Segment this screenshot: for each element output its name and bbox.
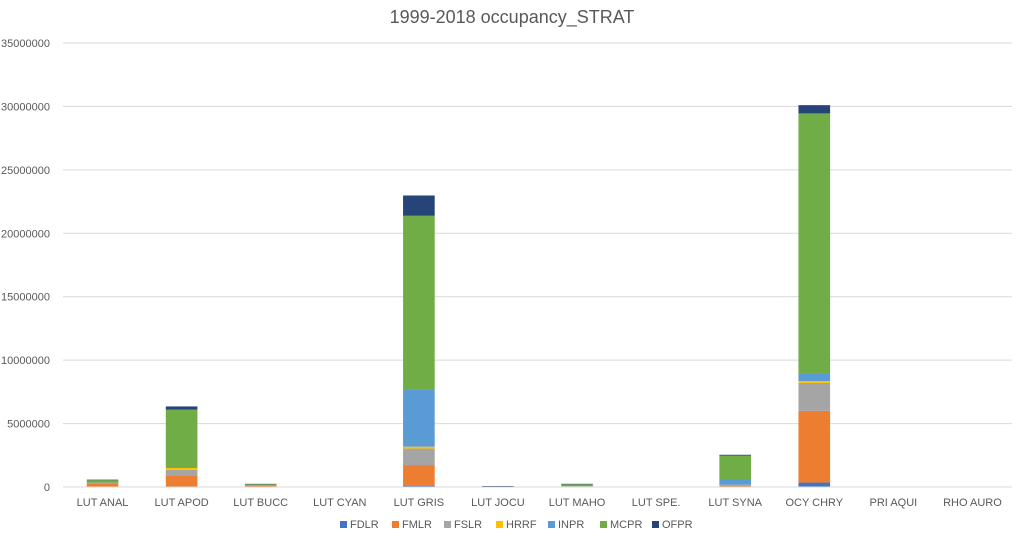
bar-segment (798, 410, 831, 483)
bar-segment (561, 483, 593, 485)
legend: FDLR FMLR FSLR HRRF INPR MCPR OFPR (340, 519, 693, 531)
bar-segment (165, 406, 198, 410)
bar-segment (86, 479, 119, 481)
bar-segment (798, 105, 831, 114)
bar-segment (798, 482, 831, 487)
bar-segment (86, 482, 119, 484)
legend-swatch (496, 521, 503, 528)
x-tick-label: LUT JOCU (471, 497, 525, 509)
bar-segment (165, 467, 198, 470)
legend-swatch (652, 521, 659, 528)
bar-segment (244, 484, 277, 486)
x-tick-label: LUT GRIS (394, 497, 445, 509)
x-tick-label: RHO AURO (943, 497, 1002, 509)
bar-segment (482, 485, 514, 487)
legend-label: INPR (558, 519, 584, 531)
y-axis-tick-labels: 0 5000000 10000000 15000000 20000000 25000000… (1, 38, 50, 494)
bar-segment (403, 195, 435, 216)
legend-label: FMLR (402, 519, 432, 531)
bar-segment (244, 483, 277, 485)
y-tick-label: 5000000 (7, 419, 50, 431)
bar-segment (719, 479, 752, 485)
bar-segment (798, 381, 831, 383)
bar-segment (165, 475, 198, 487)
legend-swatch (548, 521, 555, 528)
bar-segment (86, 480, 119, 483)
y-tick-label: 15000000 (1, 292, 50, 304)
y-tick-label: 25000000 (1, 165, 50, 177)
bar-segment (244, 485, 277, 487)
bar-segment (719, 485, 752, 487)
y-tick-label: 20000000 (1, 228, 50, 240)
bar-segment (403, 465, 435, 486)
bar-segment (403, 448, 435, 466)
x-tick-label: PRI AQUI (870, 497, 918, 509)
bar-segment (719, 454, 752, 456)
x-tick-label: LUT APOD (155, 497, 209, 509)
bar-segment (561, 484, 593, 487)
bar-segment (165, 469, 198, 476)
bar-segment (561, 486, 593, 487)
legend-label: MCPR (610, 519, 642, 531)
legend-label: HRRF (506, 519, 537, 531)
y-tick-label: 0 (44, 482, 50, 494)
x-tick-label: OCY CHRY (785, 497, 843, 509)
gridlines (63, 42, 1012, 425)
bars (86, 105, 831, 488)
x-tick-label: LUT CYAN (313, 497, 366, 509)
bar-segment (244, 485, 277, 486)
y-tick-label: 30000000 (1, 101, 50, 113)
bar-segment (403, 446, 435, 449)
bar-segment (86, 483, 119, 487)
x-tick-label: LUT BUCC (233, 497, 288, 509)
x-axis-tick-labels: LUT ANAL LUT APOD LUT BUCC LUT CYAN LUT GRIS… (77, 497, 1003, 509)
bar-segment (244, 484, 277, 485)
bar-segment (719, 484, 752, 486)
y-tick-label: 10000000 (1, 355, 50, 367)
bar-segment (798, 113, 831, 374)
x-tick-label: LUT MAHO (549, 497, 606, 509)
x-tick-label: LUT ANAL (77, 497, 129, 509)
legend-swatch (392, 521, 399, 528)
legend-swatch (600, 521, 607, 528)
x-tick-label: LUT SYNA (708, 497, 762, 509)
legend-swatch (340, 521, 347, 528)
bar-segment (403, 389, 435, 447)
chart-title: 1999-2018 occupancy_STRAT (390, 7, 635, 28)
bar-segment (798, 382, 831, 411)
bar-segment (798, 373, 831, 382)
legend-label: OFPR (662, 519, 693, 531)
legend-label: FSLR (454, 519, 482, 531)
legend-swatch (444, 521, 451, 528)
legend-label: FDLR (350, 519, 379, 531)
bar-segment (403, 215, 435, 390)
y-tick-label: 35000000 (1, 38, 50, 50)
bar-segment (719, 455, 752, 480)
bar-segment (403, 485, 435, 487)
x-tick-label: LUT SPE. (632, 497, 681, 509)
bar-segment (165, 409, 198, 468)
